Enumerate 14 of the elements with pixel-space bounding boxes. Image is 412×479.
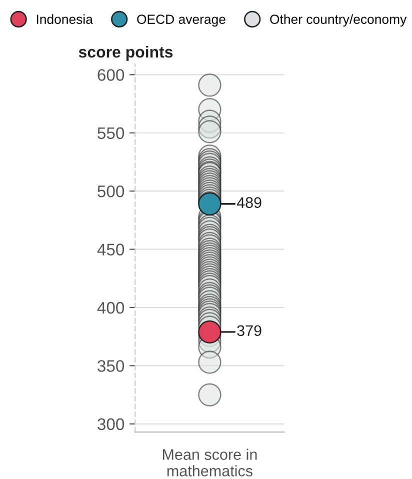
y-axis-title: score points [78, 46, 173, 61]
y-tick-label: 350 [98, 360, 124, 372]
legend-label: Indonesia [36, 14, 93, 24]
y-tick-label: 600 [98, 69, 124, 81]
legend-label: Other country/economy [270, 14, 407, 27]
y-tick-label: 450 [97, 244, 124, 256]
legend-label: OECD average [137, 14, 226, 27]
x-tick-label: Mean score in mathematics [162, 448, 257, 476]
y-tick-label: 400 [97, 302, 124, 314]
data-label: 489 [236, 197, 262, 208]
data-label: 379 [237, 325, 262, 336]
y-tick-label: 500 [98, 185, 124, 198]
y-tick-label: 300 [98, 418, 124, 430]
y-tick-label: 550 [98, 127, 124, 140]
